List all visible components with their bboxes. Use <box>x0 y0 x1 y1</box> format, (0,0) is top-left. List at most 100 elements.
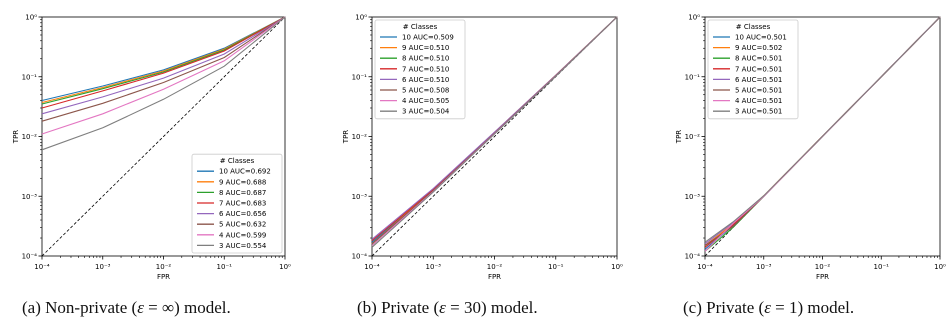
x-tick-label: 10⁻¹ <box>548 263 564 271</box>
series-line-6 <box>41 16 286 122</box>
x-tick-label: 10⁰ <box>611 263 623 271</box>
legend-entry: 10 AUC=0.692 <box>219 168 271 176</box>
caption-text-end: ) model. <box>480 298 538 317</box>
y-axis-label: TPR <box>342 130 350 144</box>
x-tick-label: 10⁻⁴ <box>697 263 713 271</box>
x-tick-label: 10⁻⁴ <box>364 263 380 271</box>
x-tick-label: 10⁻³ <box>95 263 111 271</box>
x-tick-label: 10⁻² <box>156 263 172 271</box>
roc-figure: 10⁻⁴ 10⁻⁴ 10⁻³ 10⁻³ 10⁻² 10⁻² 10⁻¹ 10⁻¹ 10⁰ 10⁰ FP… <box>12 14 946 282</box>
caption-relation: = 30 <box>445 298 481 317</box>
x-axis-label: FPR <box>157 273 170 281</box>
legend-box <box>374 19 466 120</box>
legend: # Classes 10 AUC=0.692 9 AUC=0.688 8 AUC=0.… <box>191 153 283 254</box>
roc-panel-3: 10⁻⁴ 10⁻⁴ 10⁻³ 10⁻³ 10⁻² 10⁻² 10⁻¹ 10⁻¹ 10⁰ 10⁰ FP… <box>675 14 946 282</box>
legend-entry: 4 AUC=0.505 <box>402 97 449 105</box>
legend-entry: 10 AUC=0.501 <box>735 34 787 42</box>
caption-epsilon: ε <box>137 298 144 317</box>
legend-entry: 7 AUC=0.510 <box>402 65 449 73</box>
caption-text-end: ) model. <box>174 298 231 317</box>
x-tick-label: 10⁰ <box>934 263 946 271</box>
x-tick-label: 10⁻¹ <box>217 263 233 271</box>
y-tick-label: 10⁰ <box>688 14 700 22</box>
legend-entry: 9 AUC=0.502 <box>735 44 782 52</box>
legend-entry: 10 AUC=0.509 <box>402 34 454 42</box>
x-tick-label: 10⁻² <box>487 263 503 271</box>
legend: # Classes 10 AUC=0.509 9 AUC=0.510 8 AUC=0.… <box>374 19 466 120</box>
y-tick-label: 10⁻¹ <box>22 73 38 81</box>
caption-text-end: ) model. <box>797 298 855 317</box>
legend-entry: 5 AUC=0.508 <box>402 87 449 95</box>
y-axis-label: TPR <box>675 130 683 144</box>
caption-epsilon: ε <box>764 298 771 317</box>
caption-label: (a) <box>22 298 41 317</box>
x-tick-label: 10⁻³ <box>756 263 772 271</box>
y-tick-label: 10⁻² <box>22 133 38 141</box>
x-tick-label: 10⁻⁴ <box>34 263 50 271</box>
legend-entry: 4 AUC=0.501 <box>735 97 782 105</box>
legend-entry: 3 AUC=0.554 <box>219 242 267 250</box>
y-tick-label: 10⁻¹ <box>685 73 701 81</box>
legend-entry: 7 AUC=0.683 <box>219 200 266 208</box>
y-tick-label: 10⁻⁴ <box>685 253 701 261</box>
legend-entry: 3 AUC=0.504 <box>402 108 450 116</box>
series-line-5 <box>41 16 286 115</box>
series-line-4 <box>41 16 286 109</box>
legend-entry: 9 AUC=0.510 <box>402 44 449 52</box>
caption-a: (a) Non-private (ε = ∞) model. <box>22 298 231 318</box>
series-line-7 <box>41 16 286 135</box>
caption-b: (b) Private (ε = 30) model. <box>357 298 538 318</box>
y-axis-label: TPR <box>12 130 20 144</box>
legend: # Classes 10 AUC=0.501 9 AUC=0.502 8 AUC=0.… <box>707 19 799 120</box>
roc-panel-2: 10⁻⁴ 10⁻⁴ 10⁻³ 10⁻³ 10⁻² 10⁻² 10⁻¹ 10⁻¹ 10⁰ 10⁰ FP… <box>342 14 623 282</box>
y-tick-label: 10⁻¹ <box>352 73 368 81</box>
series-line-8 <box>41 16 286 151</box>
legend-title: # Classes <box>736 23 771 31</box>
y-tick-label: 10⁻² <box>352 133 368 141</box>
y-tick-label: 10⁰ <box>25 14 37 22</box>
legend-entry: 5 AUC=0.501 <box>735 87 782 95</box>
caption-relation: = 1 <box>770 298 798 317</box>
legend-entry: 5 AUC=0.632 <box>219 221 266 229</box>
y-tick-label: 10⁻³ <box>685 193 701 201</box>
y-tick-label: 10⁻² <box>685 133 701 141</box>
legend-entry: 6 AUC=0.501 <box>735 76 782 84</box>
caption-relation: = ∞ <box>143 298 175 317</box>
series-line-3 <box>41 16 286 105</box>
y-tick-label: 10⁻⁴ <box>352 253 368 261</box>
series-line-8 <box>371 16 618 248</box>
x-tick-label: 10⁻¹ <box>874 263 890 271</box>
x-tick-label: 10⁻³ <box>426 263 442 271</box>
legend-entry: 8 AUC=0.687 <box>219 189 266 197</box>
legend-box <box>191 153 283 254</box>
legend-box <box>707 19 799 120</box>
x-tick-label: 10⁰ <box>279 263 291 271</box>
legend-entry: 4 AUC=0.599 <box>219 231 266 239</box>
y-tick-label: 10⁻⁴ <box>22 253 38 261</box>
y-tick-label: 10⁻³ <box>22 193 38 201</box>
x-tick-label: 10⁻² <box>815 263 831 271</box>
caption-text: Non-private ( <box>45 298 138 317</box>
legend-entry: 3 AUC=0.501 <box>735 108 782 116</box>
caption-label: (c) <box>683 298 702 317</box>
y-tick-label: 10⁰ <box>355 14 367 22</box>
diagonal-line <box>41 16 286 257</box>
legend-entry: 6 AUC=0.656 <box>219 210 267 218</box>
caption-label: (b) <box>357 298 377 317</box>
legend-entry: 8 AUC=0.501 <box>735 55 782 63</box>
legend-entry: 7 AUC=0.501 <box>735 65 782 73</box>
x-axis-label: FPR <box>488 273 501 281</box>
y-tick-label: 10⁻³ <box>352 193 368 201</box>
series-line-8 <box>704 16 941 243</box>
caption-text: Private ( <box>706 298 765 317</box>
legend-title: # Classes <box>220 157 255 165</box>
legend-entry: 8 AUC=0.510 <box>402 55 449 63</box>
caption-c: (c) Private (ε = 1) model. <box>683 298 854 318</box>
x-axis-label: FPR <box>816 273 829 281</box>
legend-title: # Classes <box>403 23 438 31</box>
roc-panel-1: 10⁻⁴ 10⁻⁴ 10⁻³ 10⁻³ 10⁻² 10⁻² 10⁻¹ 10⁻¹ 10⁰ 10⁰ FP… <box>12 14 291 282</box>
legend-entry: 6 AUC=0.510 <box>402 76 449 84</box>
caption-epsilon: ε <box>439 298 446 317</box>
legend-entry: 9 AUC=0.688 <box>219 178 266 186</box>
caption-text: Private ( <box>381 298 440 317</box>
